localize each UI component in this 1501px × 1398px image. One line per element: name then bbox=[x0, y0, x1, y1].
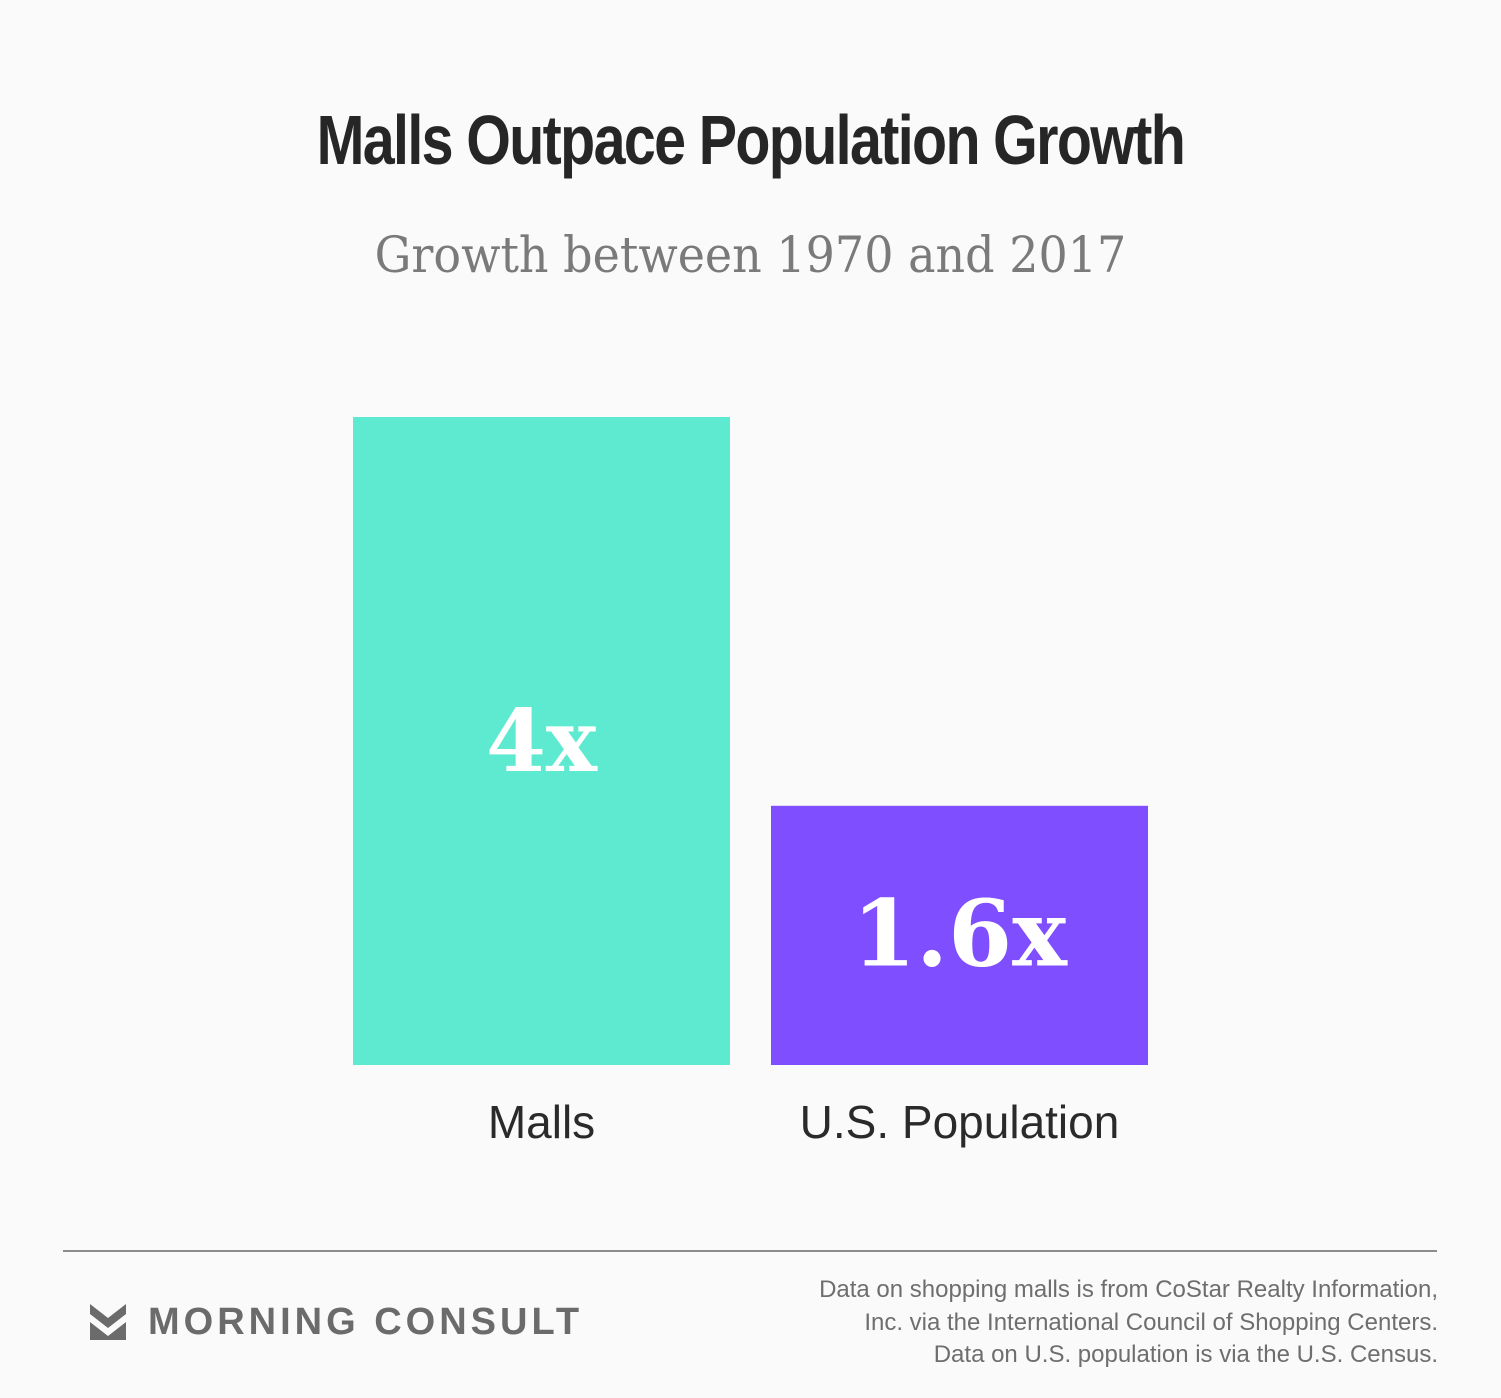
brand-name: MORNING CONSULT bbox=[148, 1300, 584, 1343]
category-label: U.S. Population bbox=[800, 1096, 1120, 1148]
chart-subtitle: Growth between 1970 and 2017 bbox=[374, 226, 1127, 284]
bar-chart: 4x Malls 1.6x U.S. Population bbox=[353, 417, 1148, 1148]
bar-value-label: 1.6x bbox=[852, 879, 1068, 987]
footer-divider bbox=[63, 1250, 1437, 1252]
source-note: Data on shopping malls is from CoStar Re… bbox=[718, 1274, 1438, 1372]
bar-u-s-population bbox=[771, 805, 1148, 1065]
bar-value-label: 4x bbox=[486, 691, 598, 792]
source-line: Data on U.S. population is via the U.S. … bbox=[933, 1341, 1438, 1368]
bar-malls bbox=[353, 417, 730, 1065]
source-line: Inc. via the International Council of Sh… bbox=[864, 1308, 1438, 1336]
chart-title: Malls Outpace Population Growth bbox=[316, 101, 1186, 179]
category-label: Malls bbox=[488, 1096, 595, 1148]
brand-logo: MORNING CONSULT bbox=[88, 1300, 583, 1344]
source-line: Data on shopping malls is from CoStar Re… bbox=[819, 1276, 1438, 1303]
morning-consult-logo-icon bbox=[90, 1304, 126, 1340]
